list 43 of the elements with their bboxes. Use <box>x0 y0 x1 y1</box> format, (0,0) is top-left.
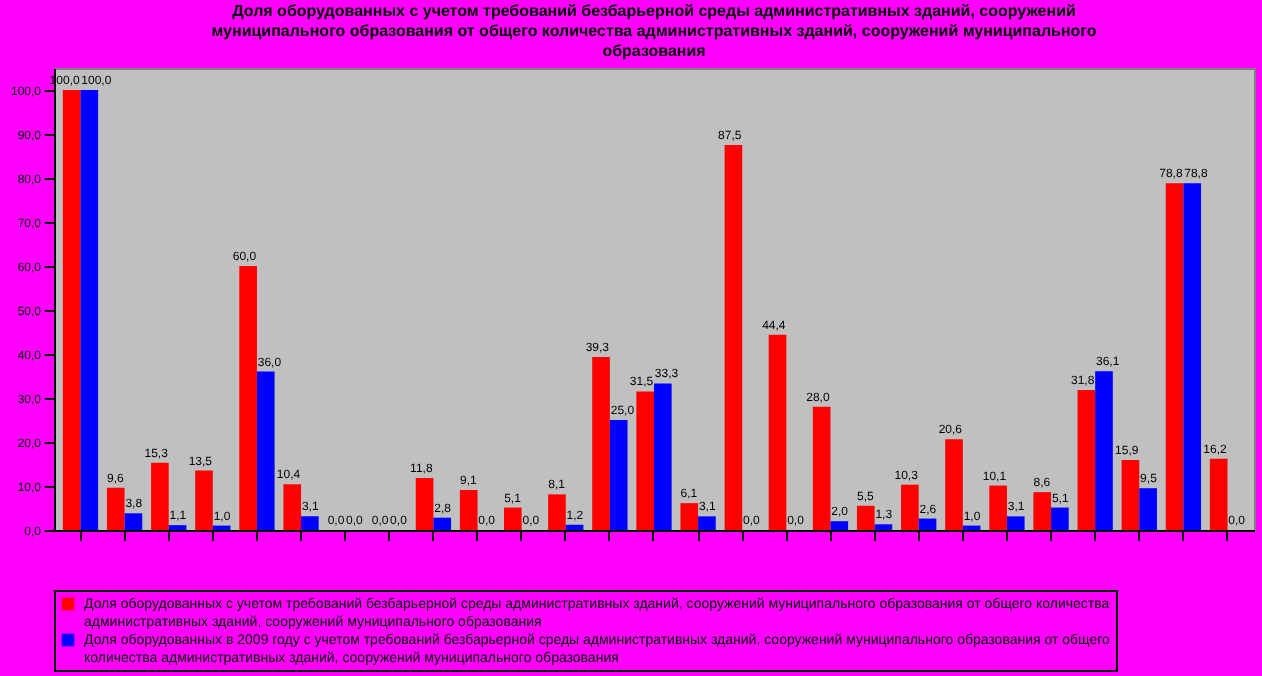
bar <box>1121 460 1140 530</box>
bar <box>565 524 584 530</box>
bar <box>592 357 610 530</box>
bar <box>1077 390 1096 530</box>
bar <box>680 503 699 530</box>
bar <box>830 521 849 530</box>
bar <box>989 485 1007 530</box>
bar <box>918 518 937 530</box>
bar <box>415 478 434 530</box>
bar <box>1183 183 1202 530</box>
bar <box>80 90 99 530</box>
bar <box>1033 492 1052 530</box>
bar <box>1209 458 1228 530</box>
bar <box>1006 516 1025 530</box>
bar <box>124 513 143 530</box>
bar <box>901 484 919 530</box>
bar <box>106 487 125 530</box>
bar <box>768 334 787 530</box>
bar <box>283 484 302 530</box>
bar <box>459 489 478 530</box>
bar <box>609 420 628 530</box>
bar <box>151 462 169 530</box>
bar <box>256 371 275 530</box>
chart-title: Доля оборудованных с учетом требований безбарьерной среды административных зданий, сооружений муниципального образования от общего количества административных зданий, сооружений муниципального образования <box>211 2 1097 60</box>
bar <box>1051 507 1069 530</box>
bar <box>504 507 522 530</box>
bar <box>654 383 672 530</box>
bar <box>239 266 257 530</box>
bar <box>812 406 831 530</box>
bar <box>1139 488 1157 530</box>
bar <box>301 516 319 530</box>
bar <box>195 470 213 530</box>
bar <box>945 439 963 530</box>
bar <box>62 90 81 530</box>
bar <box>874 524 893 530</box>
bar <box>548 494 566 530</box>
bar <box>856 505 875 530</box>
bar <box>636 391 654 530</box>
bar <box>1095 371 1113 530</box>
bar <box>433 517 452 530</box>
bar <box>724 145 743 530</box>
bar <box>698 516 716 530</box>
bar <box>1165 183 1184 530</box>
